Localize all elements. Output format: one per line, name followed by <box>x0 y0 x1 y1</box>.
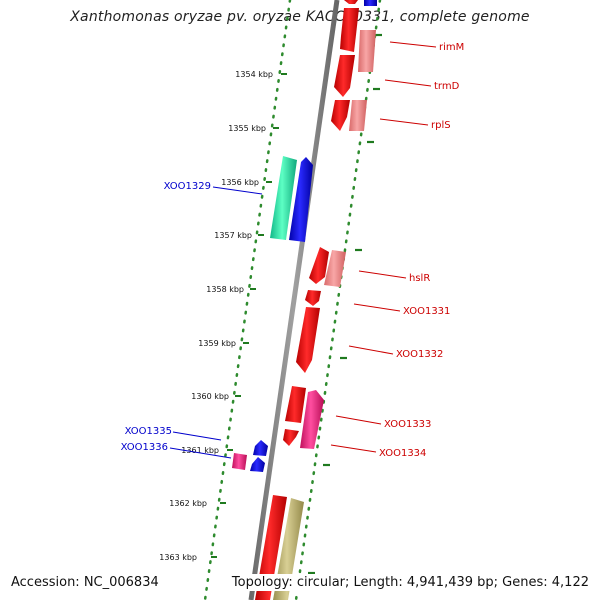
ruler-label-1358: 1358 kbp <box>206 285 244 294</box>
gene-XOO1335 <box>253 440 268 456</box>
gene-XOO1332 <box>296 307 320 373</box>
forward-label-leaders <box>330 41 437 453</box>
gene-XOO1336 <box>250 457 265 472</box>
gene-red-lower <box>255 495 287 600</box>
ruler-label-1354: 1354 kbp <box>235 70 273 79</box>
gene-label-hslR[interactable]: hslR <box>409 273 430 284</box>
gene-blue-1 <box>289 157 313 242</box>
ruler-label-1357: 1357 kbp <box>214 231 252 240</box>
gene-label-rimM[interactable]: rimM <box>439 42 464 53</box>
gene-top-blue-fragment <box>364 0 377 6</box>
ruler-label-1362: 1362 kbp <box>169 499 207 508</box>
ruler-label-1361: 1361 kbp <box>181 446 219 455</box>
gene-XOO1333 <box>285 386 306 423</box>
gene-magenta-small <box>232 453 247 470</box>
gene-label-rplS[interactable]: rplS <box>431 120 451 131</box>
reverse-label-leaders <box>169 186 263 459</box>
gene-label-XOO1333[interactable]: XOO1333 <box>384 419 431 430</box>
gene-top-red-fragment <box>344 0 358 4</box>
gene-XOO1331 <box>305 290 321 306</box>
gene-pink-1 <box>358 30 376 72</box>
gene-label-XOO1329[interactable]: XOO1329 <box>164 181 211 192</box>
gene-label-XOO1331[interactable]: XOO1331 <box>403 306 450 317</box>
map-title: Xanthomonas oryzae pv. oryzae KACC10331,… <box>70 9 530 25</box>
reverse-ruler: 1354 kbp 1355 kbp 1356 kbp 1357 kbp 1358… <box>159 70 287 562</box>
ruler-label-1360: 1360 kbp <box>191 392 229 401</box>
gene-label-XOO1334[interactable]: XOO1334 <box>379 448 426 459</box>
gene-XOO1329 <box>270 156 297 240</box>
ruler-label-1363: 1363 kbp <box>159 553 197 562</box>
gene-pink-2 <box>349 100 367 131</box>
gene-rimM <box>340 8 359 52</box>
accession-label: Accession: NC_006834 <box>8 574 162 591</box>
topology-label: Topology: circular; Length: 4,941,439 bp… <box>228 574 592 591</box>
gene-label-XOO1332[interactable]: XOO1332 <box>396 349 443 360</box>
gene-XOO1334 <box>300 390 324 449</box>
gene-label-XOO1336[interactable]: XOO1336 <box>121 442 168 453</box>
forward-ruler-ticks <box>308 33 382 575</box>
gene-pink-3 <box>324 250 346 287</box>
gene-hslR <box>309 247 329 284</box>
gene-label-XOO1335[interactable]: XOO1335 <box>125 426 172 437</box>
gene-rplS <box>331 100 350 131</box>
ruler-label-1355: 1355 kbp <box>228 124 266 133</box>
reverse-strand-ruler <box>203 0 292 600</box>
gene-label-trmD[interactable]: trmD <box>434 81 460 92</box>
ruler-label-1356: 1356 kbp <box>221 178 259 187</box>
gene-trmD <box>334 55 355 97</box>
genome-backbone <box>248 0 340 600</box>
ruler-label-1359: 1359 kbp <box>198 339 236 348</box>
gene-XOO1333b <box>283 429 299 446</box>
